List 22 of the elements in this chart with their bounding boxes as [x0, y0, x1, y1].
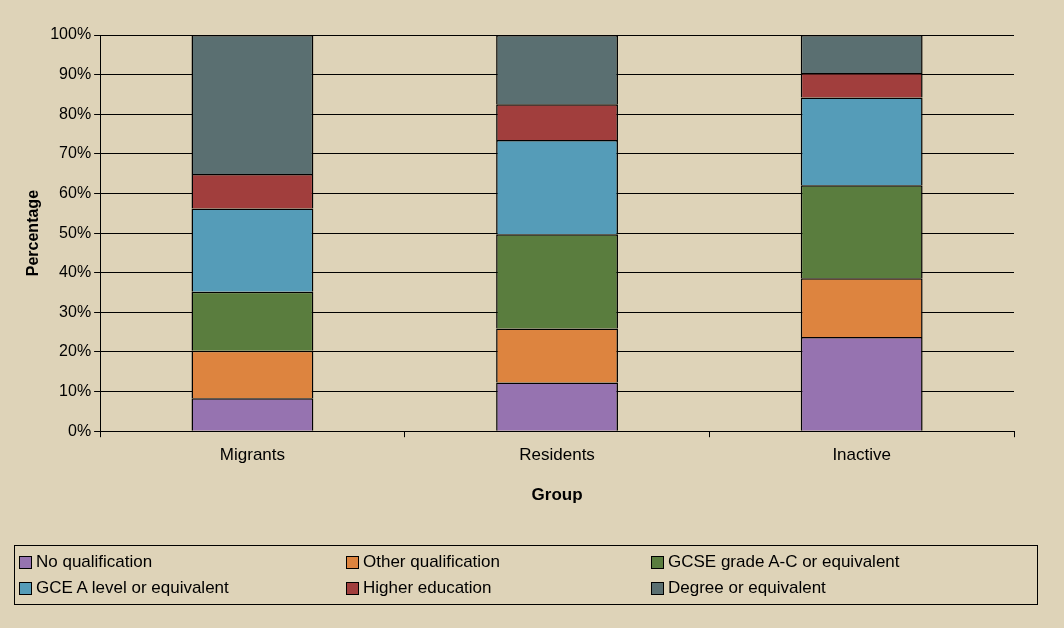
y-tick-label: 80% [59, 104, 92, 122]
x-tick-label: Residents [519, 445, 595, 465]
legend-label: No qualification [36, 552, 153, 572]
x-tick-label: Migrants [219, 445, 286, 465]
y-tick-label: 10% [59, 381, 92, 399]
legend-label: GCE A level or equivalent [36, 578, 229, 598]
y-tick-label: 50% [59, 223, 92, 241]
y-tick-label: 70% [59, 144, 92, 162]
y-tick-label: 0% [68, 421, 92, 439]
y-tick-label: 20% [59, 342, 92, 360]
x-axis-title: Group [531, 485, 583, 505]
legend-label: Higher education [363, 578, 492, 598]
y-tick-label: 90% [59, 65, 92, 83]
y-tick-label: 60% [59, 183, 92, 201]
x-tick-label: Inactive [832, 445, 891, 465]
legend-label: Other qualification [363, 552, 501, 572]
y-tick-label: 100% [50, 25, 92, 43]
legend-label: GCSE grade A-C or equivalent [668, 552, 900, 572]
y-axis-title: Percentage [24, 189, 42, 277]
y-tick-label: 30% [59, 302, 92, 320]
legend-label: Degree or equivalent [668, 578, 826, 598]
y-tick-label: 40% [59, 263, 92, 281]
